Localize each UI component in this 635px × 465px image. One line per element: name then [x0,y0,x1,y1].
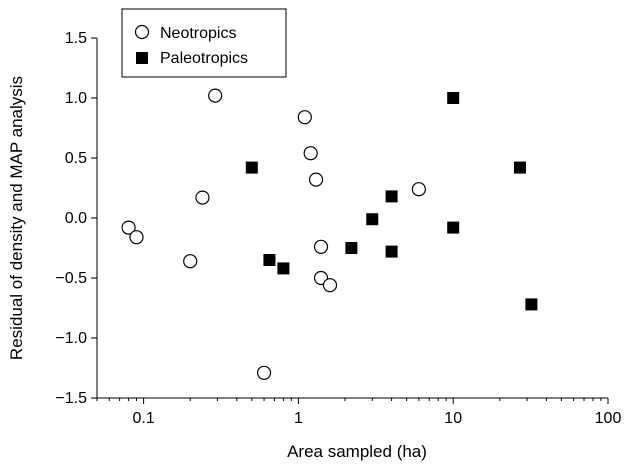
paleotropics-point [447,92,460,104]
neotropics-point [121,220,136,235]
paleotropics-point [245,161,258,174]
legend: Neotropics Paleotropics [121,8,287,78]
data-points [121,88,538,380]
neotropics-point [183,254,198,269]
legend-marker-paleotropics [136,52,148,64]
neotropics-point [208,88,223,103]
y-axis-label: Residual of density and MAP analysis [7,76,26,360]
paleotropics-point [385,190,398,203]
x-axis-label: Area sampled (ha) [287,442,427,461]
paleotropics-point [525,298,538,311]
y-tick-label: 0.0 [65,210,87,227]
y-tick-label: −0.5 [55,270,87,287]
plot-area [96,38,608,399]
paleotropics-point [277,262,290,275]
y-tick-label: 1.5 [65,30,87,47]
legend-label-paleotropics: Paleotropics [160,50,248,67]
y-axis: −1.5 −1.0 −0.5 0.0 0.5 1.0 1.5 [55,30,97,407]
y-tick-label: −1.5 [55,390,87,407]
neotropics-point [297,110,312,125]
legend-marker-neotropics [134,24,150,40]
neotropics-point [313,239,329,254]
paleotropics-point [263,254,276,266]
paleotropics-point [513,161,526,174]
paleotropics-point [345,242,358,254]
legend-box [121,8,287,78]
y-tick-label: −1.0 [55,330,87,347]
y-tick-label: 0.5 [65,150,87,167]
neotropics-point [411,182,426,197]
neotropics-point [195,190,210,205]
paleotropics-point [366,213,379,226]
x-tick-label: 1 [294,410,303,427]
x-tick-label: 10 [444,410,462,427]
neotropics-point [322,278,338,293]
neotropics-point [308,172,324,187]
legend-label-neotropics: Neotropics [160,25,236,42]
paleotropics-point [385,245,398,258]
y-tick-label: 1.0 [65,90,87,107]
neotropics-point [129,230,144,245]
x-tick-label: 100 [595,410,622,427]
x-axis: 0.1 1 10 100 [96,398,622,427]
paleotropics-point [447,221,460,234]
x-tick-label: 0.1 [132,410,154,427]
neotropics-point [303,146,318,161]
neotropics-point [256,365,272,380]
